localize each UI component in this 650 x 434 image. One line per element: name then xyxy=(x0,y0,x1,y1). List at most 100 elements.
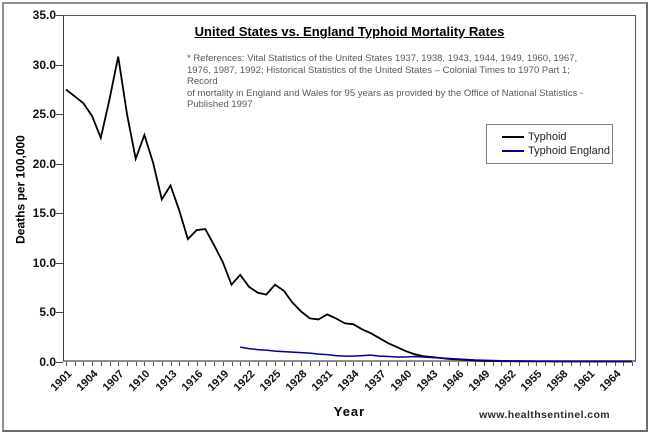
x-tick-mark xyxy=(527,362,529,366)
x-tick-mark xyxy=(205,362,207,366)
x-tick-mark xyxy=(588,362,590,366)
x-tick-mark xyxy=(396,362,398,366)
x-tick-mark xyxy=(335,362,337,366)
x-tick-mark xyxy=(553,362,555,366)
x-tick-mark xyxy=(257,362,259,366)
x-tick-mark xyxy=(118,362,120,366)
x-axis-title: Year xyxy=(333,404,366,419)
x-tick-mark xyxy=(449,362,451,366)
watermark-url: www.healthsentinel.com xyxy=(479,409,610,421)
legend: Typhoid Typhoid England xyxy=(486,124,613,164)
x-tick-mark xyxy=(135,362,137,366)
y-tick-mark xyxy=(56,163,63,165)
x-tick-mark xyxy=(170,362,172,366)
x-tick-mark xyxy=(100,362,102,366)
x-tick-mark xyxy=(127,362,128,366)
y-tick-label: 25.0 xyxy=(32,107,56,122)
x-tick-mark xyxy=(292,362,294,366)
x-tick-mark xyxy=(301,362,303,366)
x-tick-mark xyxy=(222,362,224,366)
x-tick-mark xyxy=(562,362,564,366)
x-tick-mark xyxy=(370,362,372,366)
y-tick-mark xyxy=(56,362,63,363)
x-tick-mark xyxy=(544,362,546,366)
references-line: * References: Vital Statistics of the Un… xyxy=(187,53,578,64)
x-tick-mark xyxy=(457,362,459,366)
legend-label: Typhoid England xyxy=(528,145,610,157)
x-tick-mark xyxy=(388,362,390,366)
typhoid-england-line-swatch xyxy=(502,150,524,152)
x-tick-mark xyxy=(518,362,520,366)
x-tick-mark xyxy=(153,362,155,366)
y-tick-mark xyxy=(56,114,63,116)
x-tick-mark xyxy=(283,362,285,366)
x-tick-mark xyxy=(632,362,633,366)
x-tick-mark xyxy=(597,362,599,366)
x-tick-mark xyxy=(161,362,163,366)
x-tick-mark xyxy=(623,362,625,366)
x-tick-mark xyxy=(196,362,198,366)
x-tick-mark xyxy=(144,362,146,366)
references-line: Published 1997 xyxy=(187,99,253,111)
x-tick-mark xyxy=(605,362,607,366)
x-tick-mark xyxy=(571,362,573,366)
x-tick-mark xyxy=(510,362,512,366)
x-tick-mark xyxy=(318,362,320,366)
x-tick-mark xyxy=(614,362,616,366)
x-tick-mark xyxy=(379,362,381,366)
legend-label: Typhoid xyxy=(528,131,567,143)
x-tick-mark xyxy=(362,362,364,366)
x-tick-mark xyxy=(266,362,268,366)
y-tick-label: 0.0 xyxy=(39,355,56,369)
x-tick-mark xyxy=(431,362,433,366)
x-tick-mark xyxy=(327,362,329,366)
y-axis-title: Deaths per 100,000 xyxy=(13,135,28,244)
x-tick-mark xyxy=(484,362,485,366)
x-tick-mark xyxy=(83,362,85,366)
x-tick-mark xyxy=(492,362,494,366)
x-tick-mark xyxy=(414,362,416,366)
y-tick-label: 15.0 xyxy=(32,206,56,221)
x-tick-mark xyxy=(187,362,189,366)
typhoid-us-line-swatch xyxy=(502,136,524,138)
x-tick-mark xyxy=(353,362,355,366)
x-tick-mark xyxy=(440,362,442,366)
y-tick-label: 10.0 xyxy=(32,255,56,270)
y-tick-label: 5.0 xyxy=(39,305,56,320)
y-tick-label: 30.0 xyxy=(32,57,56,72)
x-tick-mark xyxy=(405,362,407,366)
x-tick-mark xyxy=(214,362,215,366)
x-tick-mark xyxy=(92,362,94,366)
x-tick-mark xyxy=(344,362,346,366)
chart-title: United States vs. England Typhoid Mortal… xyxy=(194,24,505,39)
x-tick-mark xyxy=(74,362,76,366)
y-tick-mark xyxy=(56,213,63,215)
x-tick-mark xyxy=(275,362,276,366)
x-tick-mark xyxy=(240,362,242,366)
x-tick-mark xyxy=(501,362,503,366)
y-tick-mark xyxy=(56,312,63,314)
x-tick-mark xyxy=(248,362,250,366)
x-tick-mark xyxy=(466,362,468,366)
x-tick-mark xyxy=(179,362,181,366)
references-line: 1976, 1987, 1992; Historical Statistics … xyxy=(187,64,570,88)
y-tick-mark xyxy=(56,64,63,66)
y-tick-mark xyxy=(56,262,63,264)
x-tick-mark xyxy=(423,362,424,366)
legend-item-typhoid-us: Typhoid xyxy=(502,130,606,144)
references-note: * References: Vital Statistics of the Un… xyxy=(187,53,597,111)
legend-item-typhoid-england: Typhoid England xyxy=(502,144,610,158)
x-tick-mark xyxy=(475,362,477,366)
y-tick-label: 20.0 xyxy=(32,156,56,171)
x-tick-mark xyxy=(66,362,67,366)
x-tick-mark xyxy=(536,362,538,366)
y-tick-label: 35.0 xyxy=(32,8,56,22)
y-tick-mark xyxy=(56,15,63,16)
x-tick-mark xyxy=(231,362,233,366)
references-line: of mortality in England and Wales for 95… xyxy=(187,87,584,99)
x-tick-mark xyxy=(309,362,311,366)
x-tick-mark xyxy=(579,362,581,366)
x-tick-mark xyxy=(109,362,111,366)
